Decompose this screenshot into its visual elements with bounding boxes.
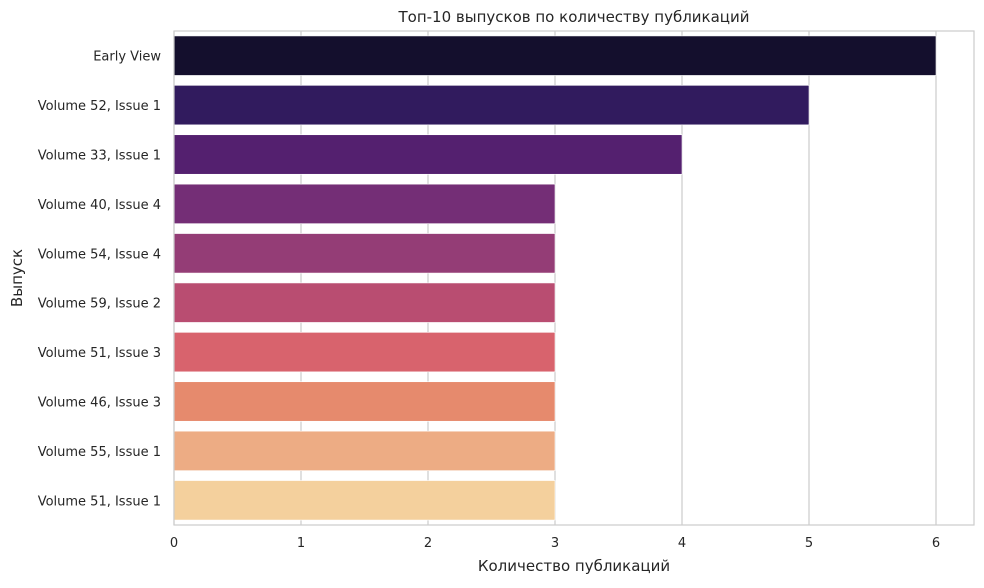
x-tick-label: 0: [170, 536, 178, 551]
y-tick-label: Volume 52, Issue 1: [38, 99, 161, 114]
y-tick-label: Volume 46, Issue 3: [38, 396, 161, 411]
x-tick-label: 1: [297, 536, 305, 551]
bar: [173, 332, 556, 373]
bar: [173, 430, 556, 471]
bar: [173, 85, 810, 126]
x-tick-label: 3: [551, 536, 559, 551]
chart-title: Топ-10 выпусков по количеству публикаций: [398, 8, 750, 26]
y-tick-label: Volume 33, Issue 1: [38, 149, 161, 164]
bar: [173, 480, 556, 521]
bar: [173, 35, 937, 76]
y-tick-label: Volume 40, Issue 4: [38, 198, 161, 213]
bars: [173, 35, 937, 521]
x-tick-label: 6: [932, 536, 940, 551]
bar: [173, 381, 556, 422]
plot-frame: [173, 30, 975, 526]
y-tick-labels: Early View Volume 52, Issue 1 Volume 33, I…: [38, 50, 162, 510]
x-axis-label: Количество публикаций: [478, 557, 670, 575]
bar: [173, 282, 556, 323]
x-tick-label: 5: [805, 536, 813, 551]
y-tick-label: Early View: [93, 50, 161, 65]
x-tick-labels: 0 1 2 3 4 5 6: [170, 536, 940, 551]
bar: [173, 233, 556, 274]
x-tick-label: 2: [424, 536, 432, 551]
bar: [173, 134, 683, 175]
x-tick-label: 4: [678, 536, 686, 551]
y-tick-label: Volume 54, Issue 4: [38, 247, 161, 262]
bar: [173, 183, 556, 224]
y-tick-label: Volume 55, Issue 1: [38, 445, 161, 460]
y-tick-label: Volume 51, Issue 3: [38, 346, 161, 361]
y-tick-label: Volume 59, Issue 2: [38, 297, 161, 312]
y-axis-label: Выпуск: [8, 249, 26, 307]
y-tick-label: Volume 51, Issue 1: [38, 494, 161, 509]
